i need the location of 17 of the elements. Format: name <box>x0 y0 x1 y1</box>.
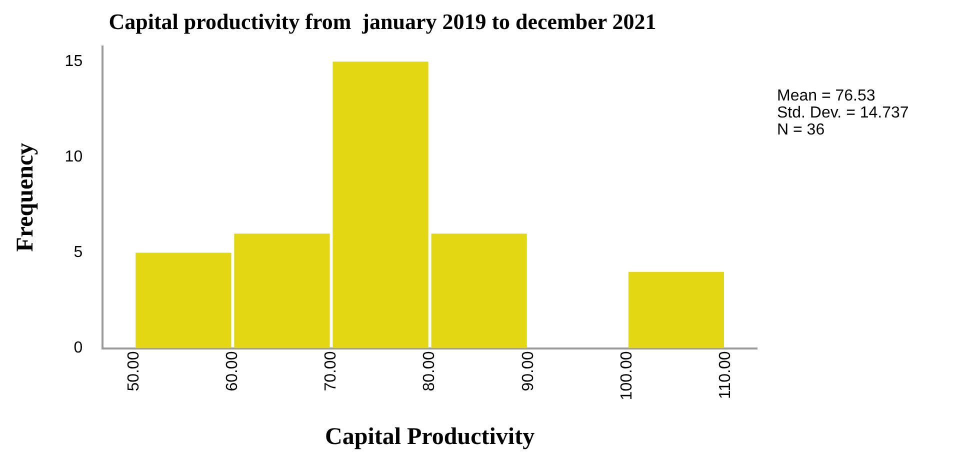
text: N = 36 <box>777 121 825 138</box>
chart-title: Capital productivity from january 2019 to december 2021 <box>108 8 656 34</box>
y-tick-label: 5 <box>74 244 83 262</box>
x-tick-label: 60.00 <box>224 351 242 392</box>
y-axis-title: Frequency <box>12 142 39 252</box>
x-tick-label: 110.00 <box>716 351 734 400</box>
x-axis-title: Capital Productivity <box>325 424 535 450</box>
x-tick-label: 100.00 <box>618 351 636 400</box>
y-tick-label: 0 <box>74 340 83 357</box>
text: Std. Dev. = 14.737 <box>777 104 909 122</box>
x-tick-label: 80.00 <box>421 351 438 392</box>
text: Mean = 76.53 <box>777 87 876 104</box>
x-tick-label: 70.00 <box>322 351 340 392</box>
x-tick-label: 90.00 <box>520 351 537 392</box>
y-tick-label: 10 <box>64 148 83 166</box>
y-tick-label: 15 <box>64 53 83 70</box>
x-tick-label: 50.00 <box>126 351 143 392</box>
